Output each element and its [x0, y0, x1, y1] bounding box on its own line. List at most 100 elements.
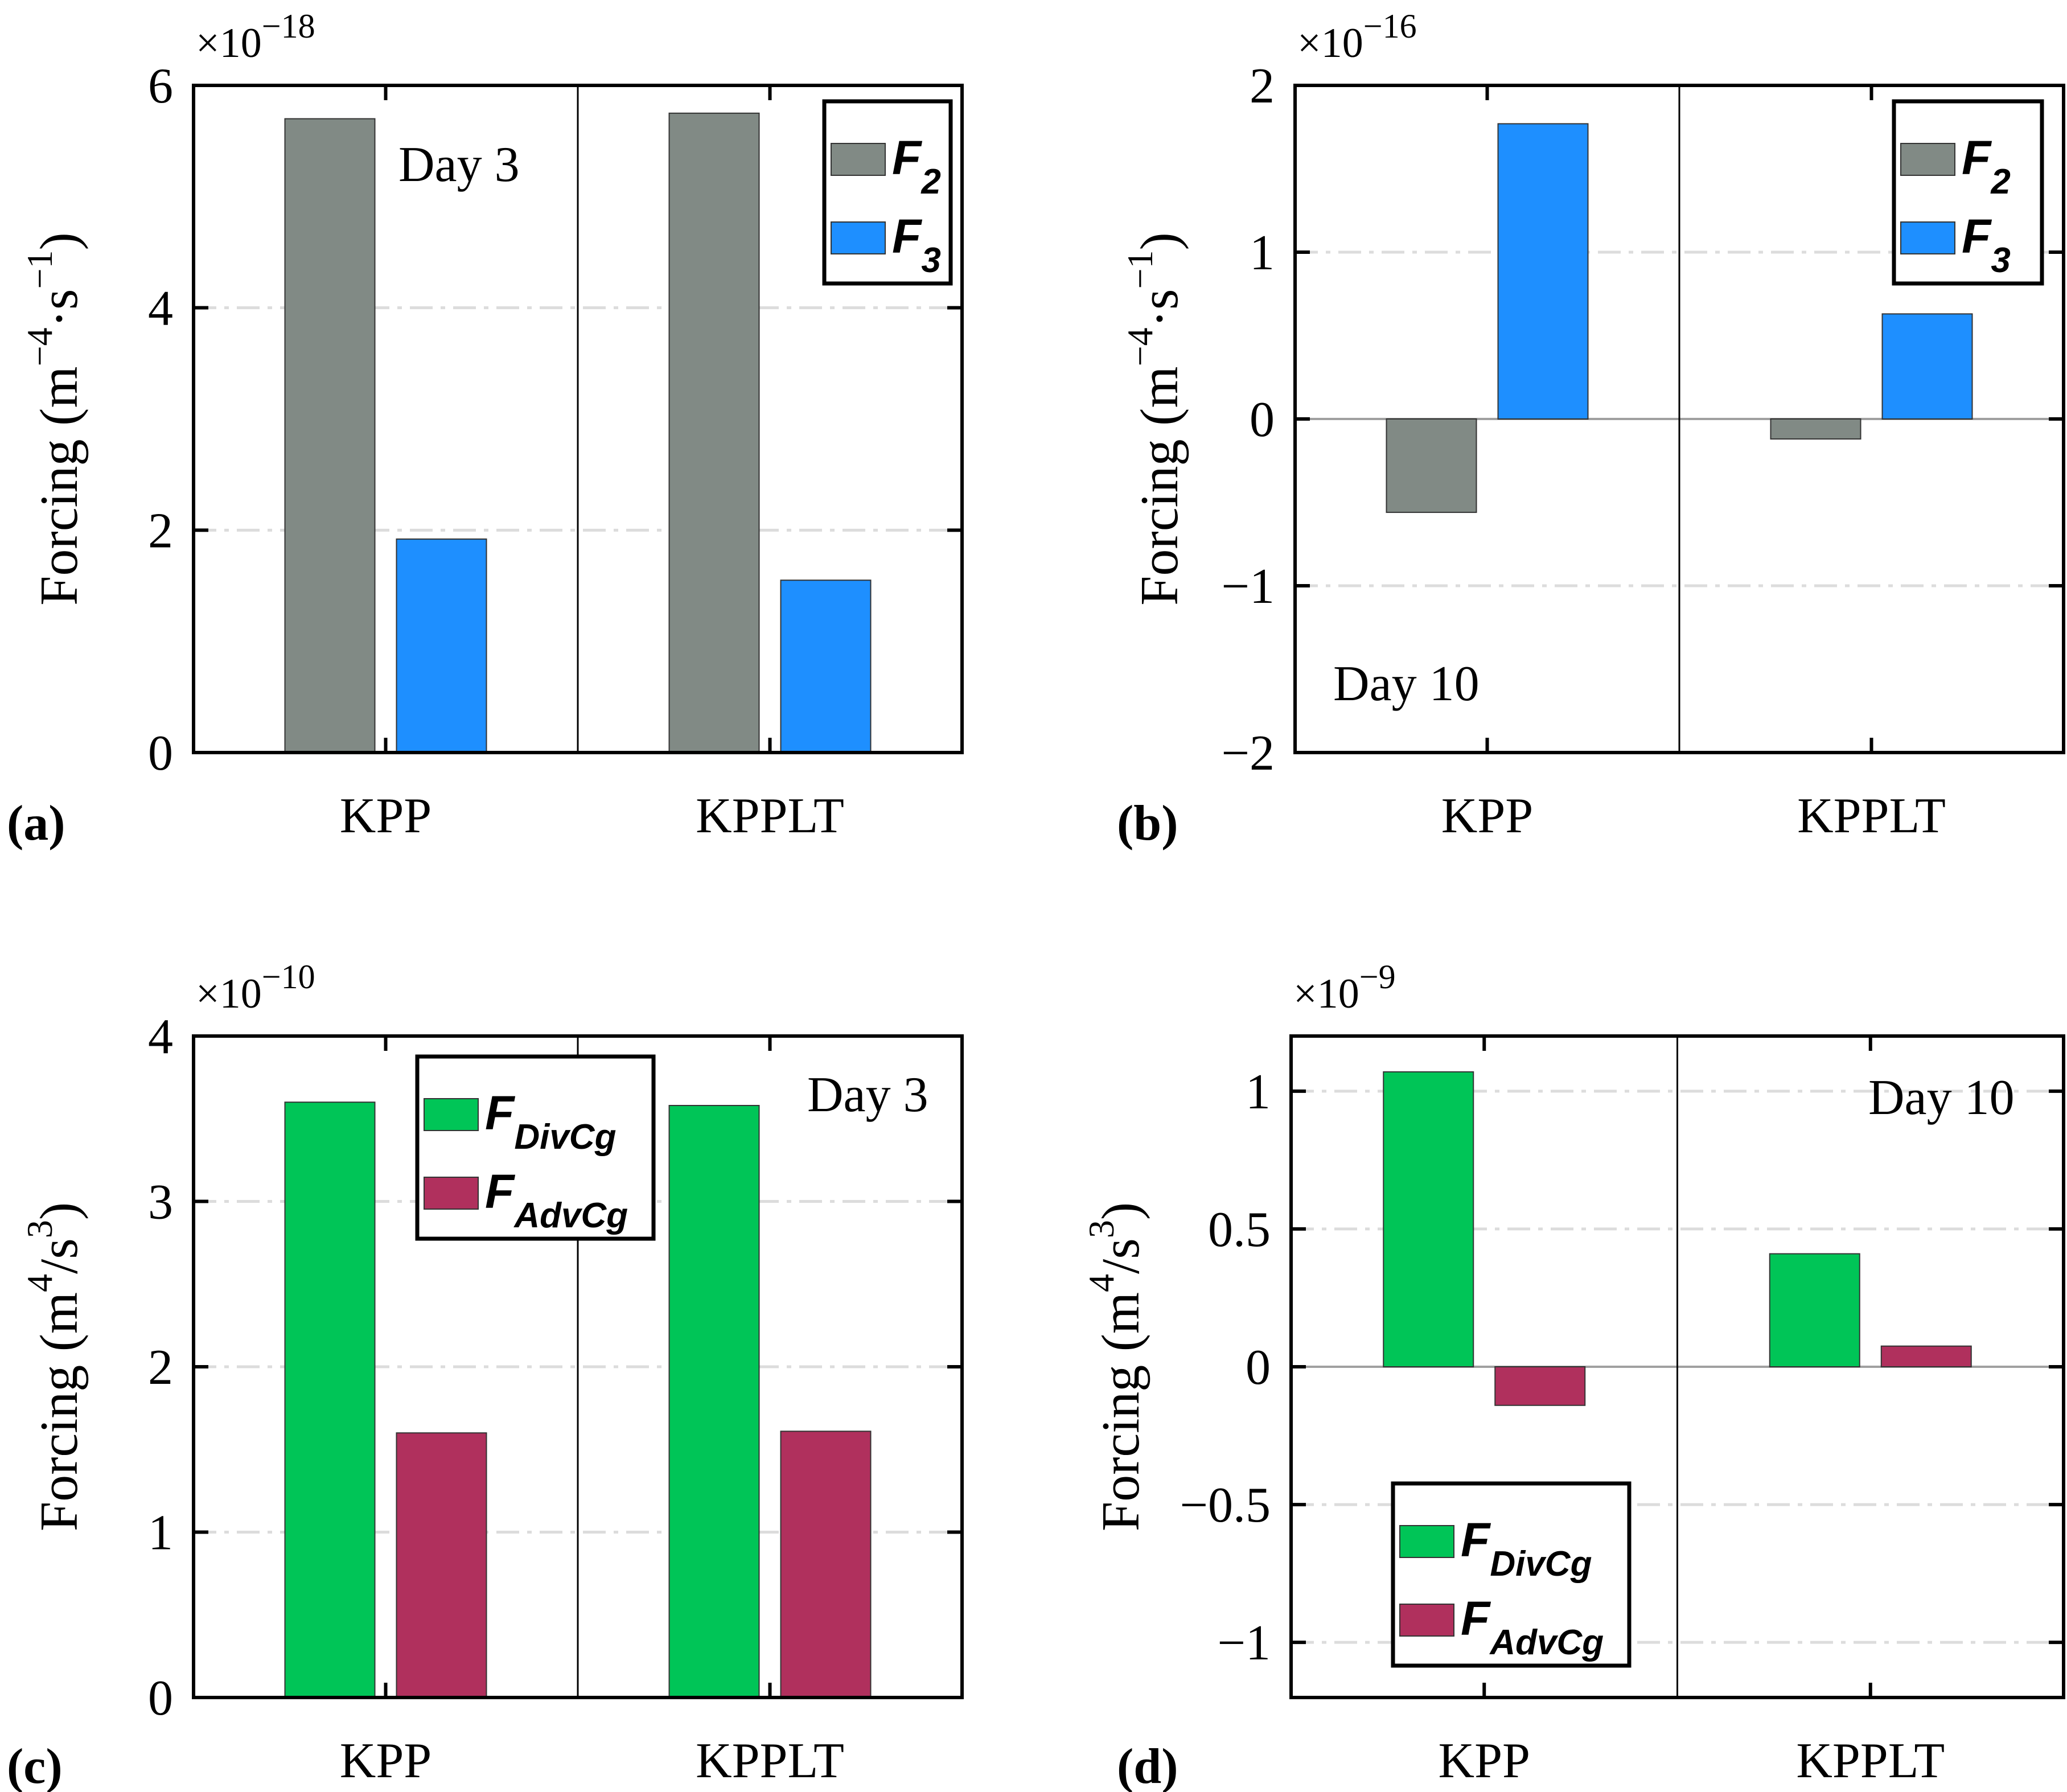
y-axis-label-ylabel-mid: ·s — [1130, 289, 1189, 328]
legend-entry-name: F — [1962, 209, 1992, 263]
y-tick-label: 0 — [148, 726, 173, 781]
y-axis-label: Forcing (m4/s3) — [19, 1202, 89, 1531]
bar-d-kpplt-advcg — [1880, 1345, 1972, 1367]
y-axis-label-ylabel-end: ) — [30, 232, 89, 250]
x-tick-label: KPPLT — [696, 788, 844, 844]
x-tick-label: KPP — [340, 788, 432, 844]
y-tick-label: −0.5 — [1180, 1478, 1271, 1533]
y-tick-label: 1 — [1250, 225, 1275, 281]
bar-a-kpp-3 — [396, 538, 487, 754]
y-exponent: ×10−10 — [196, 958, 315, 1017]
y-axis-label-ylabel-end: ) — [1130, 232, 1189, 250]
legend-entry-2: F2 — [1962, 131, 2011, 202]
legend-entry-subscript: 2 — [921, 162, 940, 202]
bar-a-kpplt-2 — [668, 112, 760, 753]
y-tick-label: −1 — [1221, 559, 1275, 614]
y-tick-label: 0 — [1246, 1340, 1271, 1395]
y-axis-label-ylabel-sup: −4 — [1120, 327, 1160, 366]
y-axis-label-ylabel-sup2: 3 — [19, 1220, 60, 1238]
bar-d-kpp-divcg — [1383, 1071, 1474, 1367]
legend-entry-name: F — [1962, 131, 1992, 184]
bar-d-kpp-advcg — [1494, 1366, 1586, 1406]
legend-entry-2: F2 — [892, 131, 941, 202]
bar-b-kpplt-3 — [1881, 313, 1973, 420]
legend-entry-name: F — [485, 1086, 516, 1140]
y-tick-label: 2 — [1250, 59, 1275, 114]
y-tick-label: 3 — [148, 1175, 173, 1230]
legend-swatch-3 — [1900, 221, 1955, 254]
legend-entry-subscript: DivCg — [1490, 1544, 1592, 1584]
x-tick-label: KPPLT — [1796, 1733, 1945, 1789]
y-tick-label: 6 — [148, 59, 173, 114]
x-tick-label: KPP — [1441, 788, 1533, 844]
day-annotation: Day 3 — [807, 1067, 928, 1123]
y-axis-label-ylabel-mid: ·s — [30, 289, 89, 328]
y-axis-label-ylabel-sup: −4 — [19, 327, 60, 366]
panel-a: KPP KPPLT 0 2 4 6 ×10−18 Forcing (m−4·s−1) (a) Da… — [7, 7, 964, 851]
y-exponent-base: ×10 — [1293, 971, 1359, 1017]
y-tick-label: 4 — [148, 1009, 173, 1064]
bar-b-kpplt-2 — [1770, 418, 1861, 440]
y-axis-label: Forcing (m−4·s−1) — [1120, 232, 1189, 606]
y-exponent: ×10−16 — [1297, 7, 1417, 67]
legend-entry-name: F — [892, 131, 923, 184]
y-axis-label-ylabel: Forcing (m — [30, 367, 89, 606]
x-tick-label: KPPLT — [1797, 788, 1946, 844]
day-annotation: Day 3 — [398, 137, 520, 192]
y-tick-label: 4 — [148, 281, 173, 336]
y-exponent-power: −10 — [262, 958, 315, 996]
panel-label: (b) — [1117, 796, 1178, 851]
y-axis-label-ylabel-sup2: −1 — [19, 250, 60, 289]
y-axis-label-ylabel: Forcing (m — [30, 1292, 89, 1531]
legend-swatch-advcg — [1399, 1604, 1454, 1637]
legend-swatch-advcg — [424, 1177, 479, 1210]
legend-entry-divcg: FDivCg — [485, 1086, 616, 1157]
y-tick-label: 0 — [148, 1671, 173, 1726]
y-tick-label: 0.5 — [1208, 1202, 1271, 1257]
y-axis-label-ylabel-sup: 4 — [1081, 1274, 1121, 1292]
legend-entry-3: F3 — [892, 209, 941, 280]
y-exponent-power: −9 — [1359, 958, 1396, 996]
legend-entry-name: F — [892, 209, 923, 263]
panel-d: KPP KPPLT −1 −0.5 0 0.5 1 ×10−9 Forcing (m4/s3) (… — [1081, 958, 2065, 1792]
plot-frame — [192, 84, 964, 754]
legend-swatch-2 — [831, 143, 886, 176]
y-exponent: ×10−18 — [196, 7, 315, 67]
legend-swatch-divcg — [424, 1098, 479, 1131]
y-axis-label-ylabel: Forcing (m — [1091, 1292, 1150, 1531]
legend-swatch-2 — [1900, 143, 1955, 176]
y-axis-label-ylabel-mid: /s — [30, 1238, 89, 1274]
y-axis-label: Forcing (m−4·s−1) — [19, 232, 89, 606]
panel-label: (d) — [1117, 1739, 1178, 1792]
legend-entry-subscript: 3 — [1991, 241, 2010, 280]
legend-entry-3: F3 — [1962, 209, 2011, 280]
bar-b-kpp-3 — [1497, 123, 1589, 420]
y-exponent-base: ×10 — [196, 971, 262, 1017]
x-tick-label: KPPLT — [696, 1733, 844, 1789]
bar-d-kpplt-divcg — [1769, 1253, 1860, 1368]
y-exponent-base: ×10 — [196, 20, 262, 67]
panel-label: (c) — [7, 1739, 63, 1792]
y-axis-label-ylabel-sup2: −1 — [1120, 250, 1160, 289]
legend-entry-name: F — [1461, 1513, 1491, 1567]
legend-entry-name: F — [1461, 1592, 1491, 1645]
legend-entry-name: F — [485, 1165, 516, 1218]
y-tick-label: 2 — [148, 503, 173, 558]
bar-b-kpp-2 — [1386, 418, 1477, 513]
legend-entry-subscript: AdvCg — [513, 1196, 628, 1235]
y-exponent-power: −18 — [262, 7, 315, 45]
legend-entry-subscript: AdvCg — [1489, 1623, 1604, 1662]
y-axis-label-ylabel: Forcing (m — [1130, 367, 1189, 606]
legend-entry-subscript: 2 — [1990, 162, 2010, 202]
y-tick-label: 2 — [148, 1340, 173, 1395]
y-tick-label: 0 — [1250, 392, 1275, 447]
legend-entry-subscript: 3 — [921, 241, 940, 280]
y-exponent-base: ×10 — [1297, 20, 1363, 67]
legend-swatch-divcg — [1399, 1525, 1454, 1558]
legend-entry-divcg: FDivCg — [1461, 1513, 1592, 1584]
y-exponent-power: −16 — [1363, 7, 1417, 45]
